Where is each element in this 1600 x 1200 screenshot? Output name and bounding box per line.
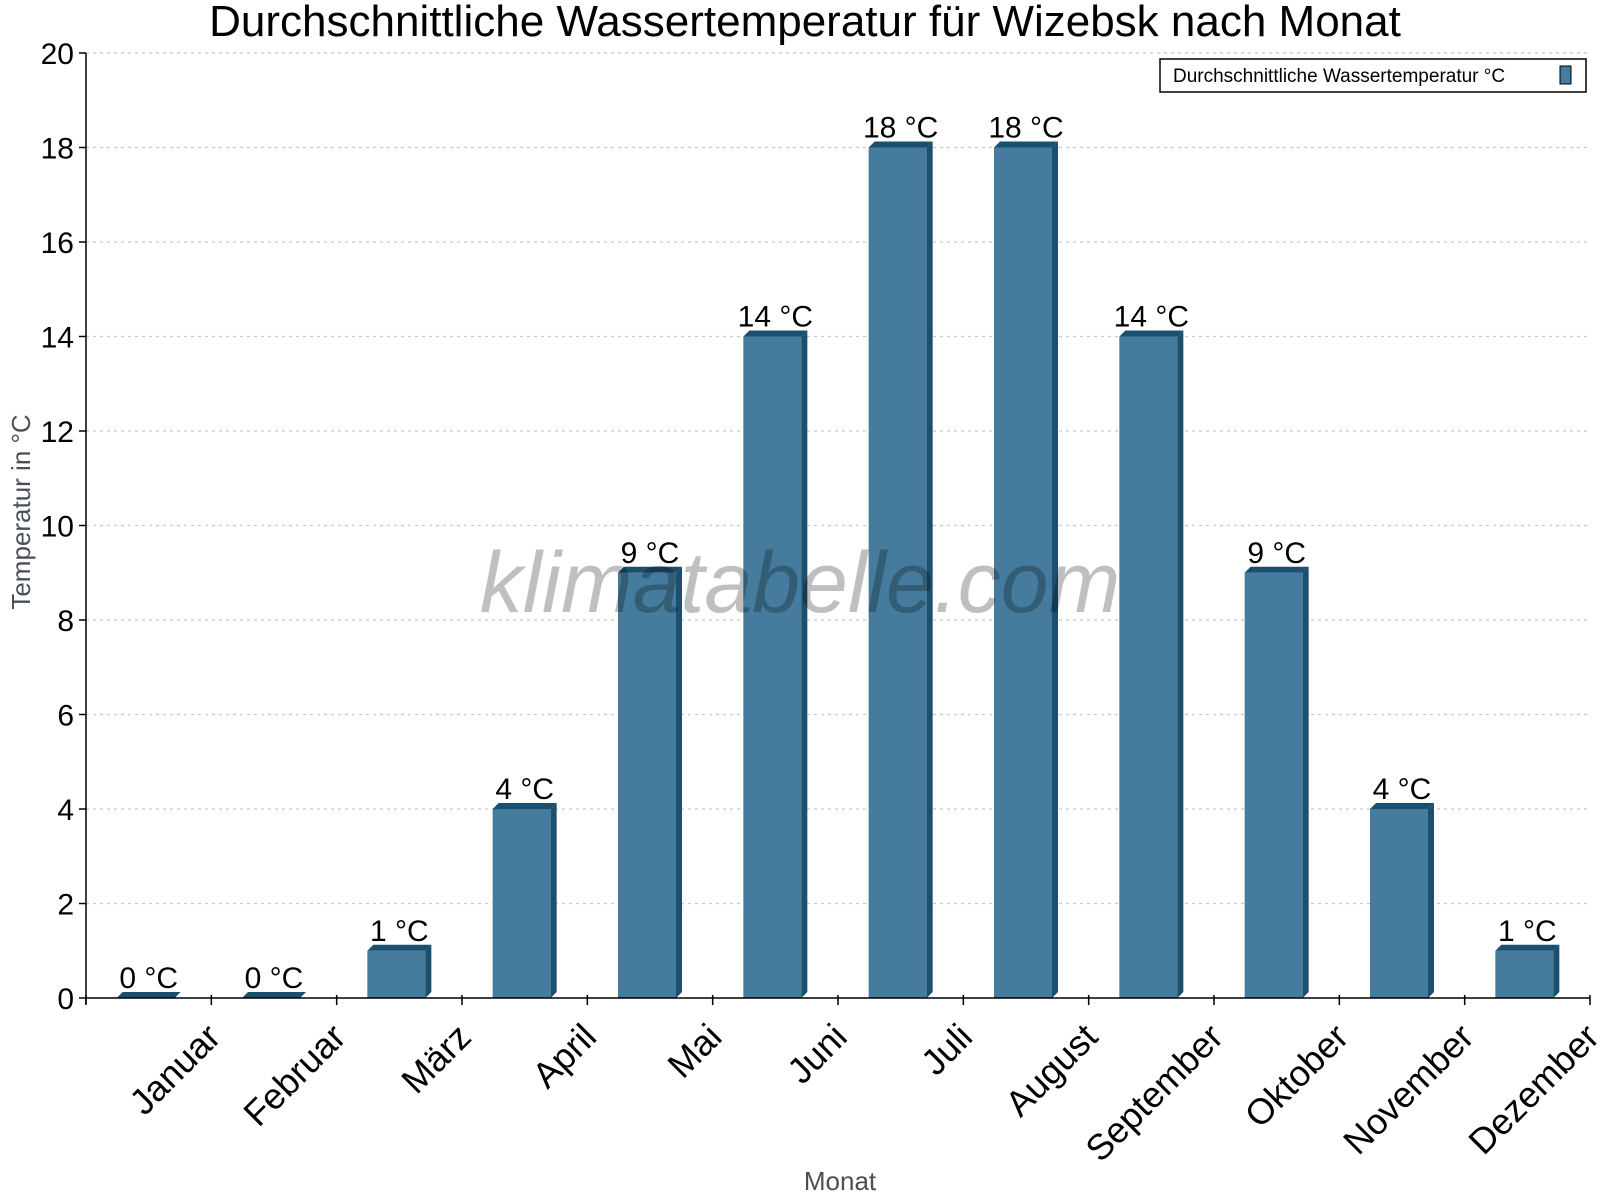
x-category-label: Oktober bbox=[1237, 1016, 1357, 1136]
bar-top bbox=[367, 944, 432, 951]
y-tick-label: 20 bbox=[41, 38, 74, 71]
value-label: 14 °C bbox=[1114, 301, 1189, 334]
chart-title: Durchschnittliche Wassertemperatur für W… bbox=[209, 0, 1401, 46]
x-category-label: März bbox=[393, 1016, 479, 1102]
bar-side bbox=[425, 944, 432, 998]
x-category-label: September bbox=[1077, 1016, 1231, 1170]
bar-top bbox=[1244, 566, 1309, 573]
y-axis-ticks: 0 2 4 6 8 10 12 14 16 18 20 bbox=[41, 38, 86, 1016]
bar-front bbox=[367, 950, 426, 998]
bar-side bbox=[926, 141, 933, 998]
bar-front bbox=[868, 147, 927, 998]
y-tick-label: 8 bbox=[57, 605, 74, 638]
y-tick-label: 16 bbox=[41, 227, 74, 260]
y-tick-label: 14 bbox=[41, 322, 74, 355]
bar-side bbox=[1302, 566, 1309, 998]
y-tick-label: 10 bbox=[41, 511, 74, 544]
legend-box bbox=[1159, 58, 1587, 93]
bar-top bbox=[1119, 330, 1184, 337]
bar-side bbox=[676, 566, 682, 998]
x-category-label: Juni bbox=[779, 1016, 855, 1092]
value-label: 18 °C bbox=[988, 112, 1063, 145]
bars: 0 °C 0 °C 1 °C 4 °C 9 °C 14 °C 18 °C 18 °C 14 °C… bbox=[116, 112, 1560, 998]
value-label: 4 °C bbox=[1373, 773, 1432, 806]
bar-top bbox=[743, 330, 808, 337]
y-axis-title: Temperatur in °C bbox=[6, 414, 36, 609]
bar: 0 °C bbox=[242, 962, 306, 998]
bar-top bbox=[1370, 803, 1434, 809]
x-category-label: Mai bbox=[659, 1016, 729, 1086]
y-tick-label: 0 bbox=[57, 983, 74, 1016]
x-axis-title: Monat bbox=[804, 1166, 877, 1196]
bar-top bbox=[1495, 944, 1560, 951]
x-category-label: August bbox=[997, 1016, 1105, 1124]
y-tick-label: 6 bbox=[57, 700, 74, 733]
y-tick-label: 2 bbox=[57, 889, 74, 922]
legend-label: Durchschnittliche Wassertemperatur °C bbox=[1173, 66, 1505, 87]
bar-front bbox=[618, 572, 676, 998]
watermark: klimatabelle.com bbox=[480, 535, 1120, 631]
x-category-label: Januar bbox=[121, 1016, 228, 1123]
bar-side bbox=[801, 330, 808, 998]
bar-top bbox=[618, 566, 682, 573]
bar-front bbox=[994, 147, 1052, 998]
value-label: 18 °C bbox=[863, 112, 938, 145]
legend-swatch bbox=[1559, 65, 1572, 85]
bar: 18 °C bbox=[988, 112, 1064, 998]
value-label: 0 °C bbox=[119, 962, 178, 995]
bar: 4 °C bbox=[1370, 773, 1434, 998]
bar-top bbox=[994, 141, 1058, 148]
axes bbox=[85, 53, 1590, 1004]
bar: 1 °C bbox=[1495, 915, 1560, 998]
bar: 1 °C bbox=[367, 915, 432, 998]
bar-front bbox=[1370, 809, 1428, 998]
value-label: 9 °C bbox=[621, 537, 680, 570]
value-label: 1 °C bbox=[1498, 915, 1557, 948]
bar: 4 °C bbox=[492, 773, 557, 998]
x-category-label: April bbox=[524, 1016, 604, 1096]
x-category-label: Juli bbox=[913, 1016, 980, 1083]
bar-front bbox=[1244, 572, 1303, 998]
x-category-label: Dezember bbox=[1460, 1016, 1600, 1162]
bar-side bbox=[1177, 330, 1184, 998]
bar-side bbox=[550, 803, 557, 998]
grid-lines bbox=[86, 52, 1590, 905]
y-tick-label: 18 bbox=[41, 133, 74, 166]
bar-top bbox=[492, 803, 557, 809]
x-category-label: Februar bbox=[235, 1016, 353, 1134]
legend: Durchschnittliche Wassertemperatur °C bbox=[1159, 58, 1587, 93]
bar-top bbox=[242, 992, 306, 998]
bar-front bbox=[492, 809, 551, 998]
value-label: 4 °C bbox=[495, 773, 554, 806]
x-category-label: November bbox=[1335, 1016, 1481, 1162]
bar: 14 °C bbox=[1114, 301, 1189, 998]
bar: 9 °C bbox=[1244, 537, 1309, 998]
bar: 9 °C bbox=[618, 537, 682, 998]
bar-side bbox=[1553, 944, 1560, 998]
bar-side bbox=[1428, 803, 1434, 998]
bar-top bbox=[116, 992, 181, 998]
bar-front bbox=[743, 336, 802, 998]
value-label: 14 °C bbox=[738, 301, 813, 334]
bar: 14 °C bbox=[738, 301, 813, 998]
bar: 18 °C bbox=[863, 112, 938, 998]
bar-front bbox=[1119, 336, 1178, 998]
bar-top bbox=[868, 141, 933, 148]
x-axis-ticks: Januar Februar März April Mai Juni Juli AugustS… bbox=[85, 995, 1600, 1170]
value-label: 9 °C bbox=[1247, 537, 1306, 570]
value-label: 0 °C bbox=[245, 962, 304, 995]
y-tick-label: 4 bbox=[57, 794, 74, 827]
bar: 0 °C bbox=[116, 962, 181, 998]
value-label: 1 °C bbox=[370, 915, 429, 948]
bar-front bbox=[1495, 950, 1554, 998]
y-tick-label: 12 bbox=[41, 416, 74, 449]
bar-side bbox=[1052, 141, 1058, 998]
